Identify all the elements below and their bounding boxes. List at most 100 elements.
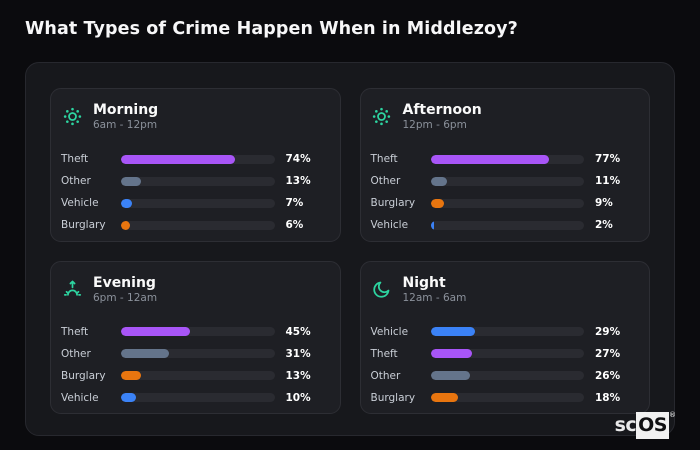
category-label: Burglary bbox=[61, 219, 106, 232]
bar-rows: Theft 45% Other 31% Burglary 13% Vehicle bbox=[61, 321, 324, 411]
value-label: 74% bbox=[285, 153, 311, 166]
moon-icon bbox=[371, 278, 393, 300]
scos-logo-os: OS bbox=[636, 412, 669, 439]
bar-rows: Theft 74% Other 13% Vehicle 7% Burglary bbox=[61, 148, 324, 238]
value-label: 18% bbox=[595, 391, 621, 404]
page-title: What Types of Crime Happen When in Middl… bbox=[25, 19, 518, 39]
bar-fill bbox=[121, 349, 169, 359]
bar-fill bbox=[430, 371, 471, 381]
bar-row: Burglary 18% bbox=[371, 387, 634, 409]
card-afternoon: Afternoon 12pm - 6pm Theft 77% Other 11%… bbox=[359, 88, 650, 242]
category-label: Theft bbox=[61, 153, 89, 166]
bar-fill bbox=[430, 327, 475, 337]
sun-icon bbox=[371, 106, 393, 128]
scos-logo: sc OS ® bbox=[614, 411, 676, 439]
card-title: Evening bbox=[93, 274, 156, 291]
card-morning: Morning 6am - 12pm Theft 74% Other 13% V… bbox=[50, 88, 341, 242]
bar-row: Other 11% bbox=[371, 170, 634, 192]
category-label: Vehicle bbox=[61, 391, 99, 404]
value-label: 26% bbox=[595, 369, 621, 382]
bar-track bbox=[430, 220, 584, 230]
card-subtitle: 6pm - 12am bbox=[93, 291, 158, 304]
bar-fill bbox=[121, 327, 191, 337]
sun-icon bbox=[61, 106, 83, 128]
bar-track bbox=[430, 198, 584, 208]
registered-mark: ® bbox=[669, 411, 676, 419]
category-label: Theft bbox=[370, 153, 398, 166]
bar-fill bbox=[430, 198, 445, 208]
category-label: Vehicle bbox=[370, 325, 409, 338]
bar-fill bbox=[430, 220, 434, 230]
value-label: 7% bbox=[285, 197, 304, 210]
bar-rows: Theft 77% Other 11% Burglary 9% Vehicle bbox=[371, 148, 634, 238]
bar-row: Vehicle 2% bbox=[371, 214, 634, 236]
bar-row: Vehicle 29% bbox=[371, 321, 634, 343]
bar-fill bbox=[121, 393, 137, 403]
card-title: Morning bbox=[93, 102, 159, 118]
bar-track bbox=[430, 371, 584, 381]
card-header: Morning 6am - 12pm bbox=[61, 102, 324, 131]
bar-track bbox=[121, 393, 275, 403]
sunset-icon bbox=[61, 278, 83, 300]
bar-track bbox=[121, 198, 275, 208]
bar-row: Other 13% bbox=[61, 170, 324, 192]
bar-row: Other 26% bbox=[371, 365, 634, 387]
category-label: Other bbox=[370, 369, 401, 382]
bar-fill bbox=[121, 176, 141, 186]
card-header: Night 12am - 6am bbox=[371, 275, 634, 304]
bar-fill bbox=[430, 349, 472, 359]
bar-row: Burglary 9% bbox=[371, 192, 634, 214]
category-label: Vehicle bbox=[370, 219, 409, 232]
bar-row: Burglary 13% bbox=[61, 365, 324, 387]
card-title: Night bbox=[402, 274, 446, 291]
category-label: Theft bbox=[370, 347, 398, 360]
card-title: Afternoon bbox=[402, 102, 482, 118]
value-label: 13% bbox=[285, 175, 311, 188]
category-label: Other bbox=[61, 175, 91, 188]
bar-row: Theft 74% bbox=[61, 148, 324, 170]
value-label: 27% bbox=[595, 347, 621, 360]
bar-fill bbox=[430, 393, 459, 403]
bar-row: Other 31% bbox=[61, 343, 324, 365]
scos-logo-sc: sc bbox=[614, 414, 637, 436]
bar-fill bbox=[121, 154, 235, 164]
bar-row: Theft 77% bbox=[371, 148, 634, 170]
value-label: 77% bbox=[595, 153, 621, 166]
bar-row: Theft 45% bbox=[61, 321, 324, 343]
card-night: Night 12am - 6am Vehicle 29% Theft 27% O… bbox=[359, 260, 650, 414]
bar-fill bbox=[121, 198, 132, 208]
bar-track bbox=[121, 349, 275, 359]
bar-row: Vehicle 7% bbox=[61, 192, 324, 214]
category-label: Burglary bbox=[61, 369, 106, 382]
bar-track bbox=[121, 176, 275, 186]
category-label: Burglary bbox=[370, 391, 416, 404]
value-label: 9% bbox=[595, 197, 613, 210]
bar-track bbox=[121, 327, 275, 337]
value-label: 10% bbox=[285, 391, 311, 404]
bar-fill bbox=[430, 154, 549, 164]
bar-track bbox=[430, 176, 584, 186]
bar-row: Theft 27% bbox=[371, 343, 634, 365]
bar-track bbox=[121, 371, 275, 381]
bar-rows: Vehicle 29% Theft 27% Other 26% Burglary bbox=[371, 321, 634, 411]
bar-fill bbox=[430, 176, 448, 186]
card-evening: Evening 6pm - 12am Theft 45% Other 31% B… bbox=[50, 260, 341, 414]
value-label: 29% bbox=[595, 325, 621, 338]
value-label: 31% bbox=[285, 347, 311, 360]
bar-track bbox=[430, 349, 584, 359]
category-label: Other bbox=[61, 347, 91, 360]
bar-track bbox=[121, 220, 275, 230]
value-label: 11% bbox=[595, 175, 621, 188]
card-header: Evening 6pm - 12am bbox=[61, 275, 324, 304]
value-label: 6% bbox=[285, 219, 304, 232]
bar-track bbox=[430, 393, 584, 403]
value-label: 45% bbox=[285, 325, 311, 338]
bar-fill bbox=[121, 220, 131, 230]
bar-track bbox=[430, 154, 584, 164]
bar-fill bbox=[121, 371, 141, 381]
category-label: Other bbox=[370, 175, 401, 188]
category-label: Burglary bbox=[370, 197, 416, 210]
bar-track bbox=[121, 154, 275, 164]
value-label: 13% bbox=[285, 369, 311, 382]
